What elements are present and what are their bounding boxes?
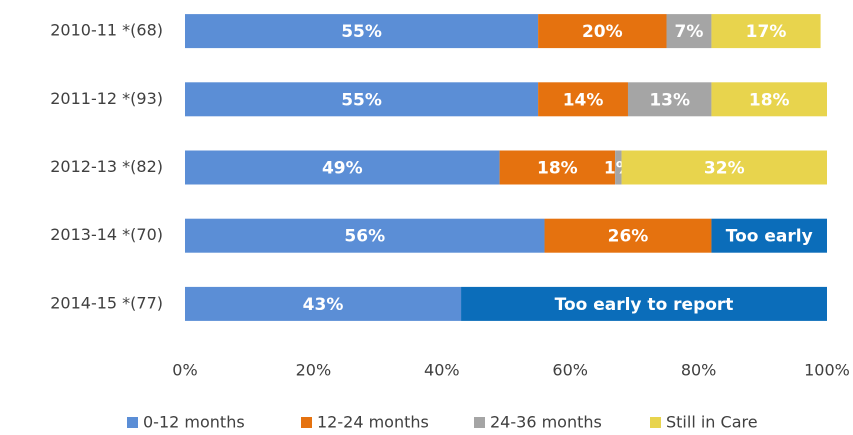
bar-segment [711, 14, 821, 49]
bar-segment [544, 218, 712, 253]
bar-segment [711, 218, 827, 253]
bar-segment [621, 150, 827, 185]
category-label: 2010-11 *(68) [50, 21, 163, 40]
legend-label: Still in Care [666, 413, 758, 432]
x-tick-label: 20% [296, 361, 332, 380]
data-label: 55% [341, 90, 382, 110]
data-label: 18% [749, 90, 790, 110]
x-tick-label: 60% [552, 361, 588, 380]
data-label: 20% [582, 22, 623, 42]
legend-swatch [474, 417, 485, 428]
x-tick-label: 80% [681, 361, 717, 380]
bar-segment [185, 150, 500, 185]
data-label: 18% [537, 159, 578, 179]
data-label: 17% [746, 22, 787, 42]
category-label: 2012-13 *(82) [50, 157, 163, 176]
data-label: 43% [303, 295, 344, 315]
data-label: Too early to report [555, 295, 734, 315]
data-label: 14% [563, 90, 604, 110]
bar-segment [627, 82, 712, 117]
data-label: 56% [344, 227, 385, 247]
bar-segment [185, 218, 545, 253]
bar-segment [538, 82, 628, 117]
legend-label: 24-36 months [490, 413, 602, 432]
data-label: 13% [649, 90, 690, 110]
bar-segment [185, 286, 462, 321]
bar-segment [499, 150, 616, 185]
legend-swatch [301, 417, 312, 428]
category-label: 2011-12 *(93) [50, 89, 163, 108]
bar-segment [538, 14, 667, 49]
bar-segment [666, 14, 712, 49]
data-label: 26% [608, 227, 649, 247]
bar-segment [615, 150, 622, 185]
category-label: 2014-15 *(77) [50, 293, 163, 312]
bar-segment [185, 82, 539, 117]
x-tick-label: 40% [424, 361, 460, 380]
legend-swatch [650, 417, 661, 428]
legend-label: 0-12 months [143, 413, 245, 432]
data-label: 55% [341, 22, 382, 42]
data-label: 49% [322, 159, 363, 179]
x-tick-label: 0% [172, 361, 197, 380]
legend-label: 12-24 months [317, 413, 429, 432]
legend-swatch [127, 417, 138, 428]
bar-segment [185, 14, 539, 49]
data-label: 32% [704, 159, 745, 179]
data-label: 7% [675, 22, 704, 42]
bar-segment [711, 82, 827, 117]
category-label: 2013-14 *(70) [50, 225, 163, 244]
data-label: Too early [726, 227, 813, 247]
x-tick-label: 100% [804, 361, 850, 380]
bar-segment [461, 286, 827, 321]
